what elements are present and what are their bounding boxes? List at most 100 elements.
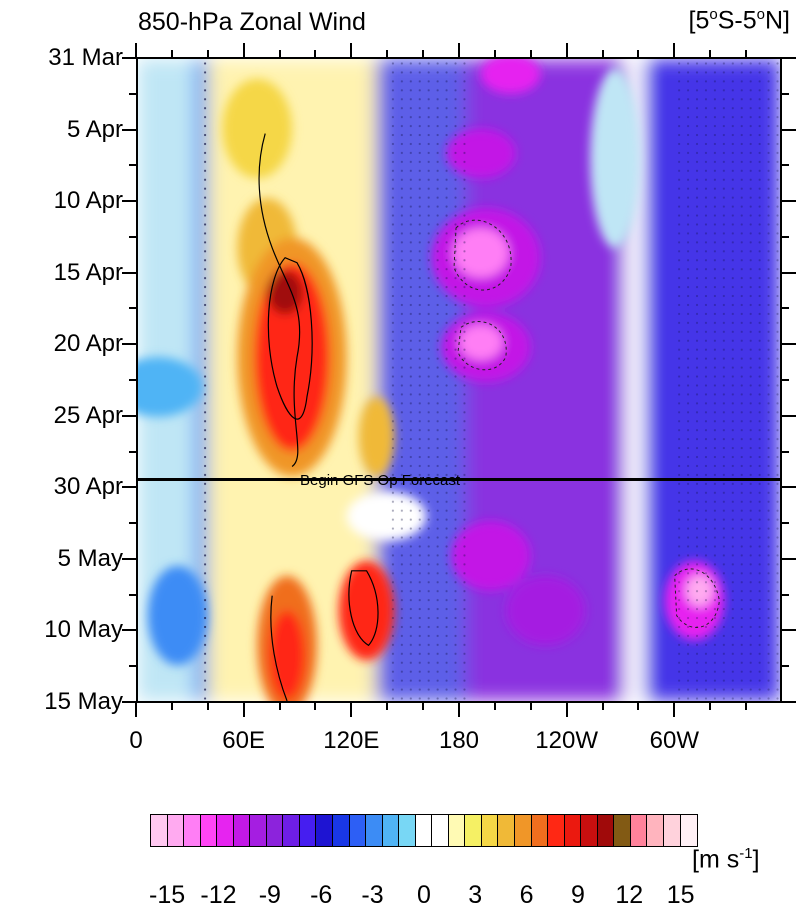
y-minor-tick: [782, 593, 789, 596]
colorbar-swatch: [349, 815, 367, 846]
y-minor-tick: [129, 593, 136, 596]
colorbar-swatch: [498, 815, 516, 846]
field-blob-easterly-central-1-core: [453, 227, 509, 278]
y-minor-tick: [782, 450, 789, 453]
colorbar-swatch: [382, 815, 400, 846]
x-minor-tick: [529, 703, 532, 710]
y-major-tick: [122, 343, 136, 346]
x-minor-tick-top: [386, 50, 389, 57]
x-major-tick: [673, 703, 676, 717]
colorbar-swatch: [200, 815, 218, 846]
y-major-tick: [782, 701, 796, 703]
x-major-tick-top: [242, 43, 245, 57]
colorbar-label: -15: [149, 881, 186, 909]
colorbar-swatch: [399, 815, 416, 846]
colorbar-swatch: [184, 815, 201, 846]
colorbar-swatch: [316, 815, 334, 846]
x-major-tick: [565, 703, 568, 717]
y-tick-label: 15 May: [44, 688, 123, 715]
field-contour-easterly-atlantic: [674, 568, 720, 628]
y-major-tick: [782, 200, 796, 203]
x-tick-label: 180: [438, 727, 480, 754]
colorbar-swatch: [283, 815, 300, 846]
units-label: [m s-1]: [692, 845, 760, 874]
colorbar-swatch: [663, 815, 681, 846]
y-major-tick: [122, 200, 136, 203]
y-minor-tick: [129, 307, 136, 310]
y-major-tick: [122, 414, 136, 417]
colorbar-swatch: [333, 815, 350, 846]
field-blob-westerly-core: [254, 262, 330, 452]
y-minor-tick: [129, 522, 136, 525]
units-base: [m s: [692, 845, 740, 874]
colorbar-label: -9: [258, 881, 281, 909]
x-minor-tick: [314, 703, 317, 710]
forecast-start-label: Begin GFS Op Forecast: [300, 472, 461, 489]
colorbar-swatch: [266, 815, 284, 846]
colorbar-swatch: [465, 815, 482, 846]
degree-sign-2: o: [756, 6, 765, 23]
y-tick-label: 30 Apr: [53, 473, 123, 501]
x-minor-tick: [278, 703, 281, 710]
colorbar-swatch: [531, 815, 549, 846]
colorbar-label: 15: [666, 881, 695, 909]
y-minor-tick: [129, 235, 136, 238]
y-minor-tick: [782, 235, 789, 238]
x-tick-label: 120E: [323, 727, 380, 754]
y-minor-tick: [129, 379, 136, 381]
x-tick-label: 60W: [649, 727, 700, 754]
x-minor-tick: [709, 703, 712, 710]
x-minor-tick: [386, 703, 389, 710]
colorbar-swatch: [630, 815, 648, 846]
field-contour-easterly-1: [453, 219, 512, 291]
colorbar-label: 6: [519, 881, 534, 909]
field-blob-westerly-pacific-early: [358, 396, 395, 477]
colorbar-swatch: [448, 815, 466, 846]
field-blob-westerly-pacific: [338, 560, 395, 661]
x-minor-tick-top: [529, 50, 532, 57]
colorbar: [150, 814, 698, 847]
colorbar-swatch: [597, 815, 615, 846]
chart-title: 850-hPa Zonal Wind: [138, 8, 366, 36]
y-major-tick: [782, 557, 796, 560]
y-major-tick: [782, 486, 796, 489]
colorbar-swatch: [415, 815, 433, 846]
field-contour-westerly-core: [267, 257, 313, 420]
y-tick-label: 5 May: [57, 544, 123, 572]
plot-area: [136, 57, 782, 703]
x-minor-tick-top: [278, 50, 281, 57]
y-major-tick: [782, 629, 796, 632]
y-major-tick: [122, 57, 136, 59]
y-minor-tick: [129, 450, 136, 453]
x-minor-tick-top: [314, 50, 317, 57]
x-minor-tick: [745, 703, 748, 710]
field-stipple-strip: [197, 59, 212, 701]
region-label-part-2: S-5: [717, 6, 757, 35]
field-blob-western-easterly-late: [147, 565, 208, 666]
field-contour-westerly: [258, 133, 301, 467]
x-tick-label: 120W: [535, 727, 599, 754]
y-minor-tick: [782, 164, 789, 167]
colorbar-swatch: [432, 815, 449, 846]
y-tick-label: 25 Apr: [53, 401, 123, 429]
colorbar-label: 9: [571, 881, 585, 909]
y-tick-label: 10 Apr: [53, 187, 123, 215]
field-blob-easterly-start: [480, 59, 541, 94]
y-major-tick: [122, 486, 136, 489]
x-minor-tick: [170, 703, 173, 710]
region-label-part-3: N]: [765, 6, 790, 35]
x-major-tick-top: [458, 43, 460, 57]
x-major-tick-top: [135, 43, 137, 57]
units-exponent: -1: [739, 845, 753, 862]
colorbar-label: 3: [468, 881, 483, 909]
y-minor-tick: [129, 164, 136, 167]
y-major-tick: [122, 701, 136, 703]
y-major-tick: [122, 128, 136, 131]
x-minor-tick: [601, 703, 604, 710]
region-label: [5oS-5oN]: [689, 6, 790, 35]
x-major-tick: [135, 703, 137, 717]
field-blob-westerly-may-core: [269, 610, 305, 701]
x-major-tick-top: [350, 43, 353, 57]
field-blob-pacific-gap: [590, 68, 640, 248]
colorbar-label: -6: [310, 881, 333, 909]
